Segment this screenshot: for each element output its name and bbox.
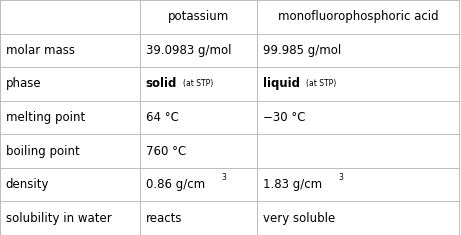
Text: (at STP): (at STP) [183,79,213,88]
Text: density: density [6,178,49,191]
Text: 1.83 g/cm: 1.83 g/cm [263,178,322,191]
Text: 3: 3 [222,173,226,182]
Text: boiling point: boiling point [6,145,79,158]
Text: (at STP): (at STP) [306,79,336,88]
Text: very soluble: very soluble [263,212,335,225]
Text: reacts: reacts [146,212,182,225]
Text: solubility in water: solubility in water [6,212,111,225]
Text: 0.86 g/cm: 0.86 g/cm [146,178,205,191]
Text: 99.985 g/mol: 99.985 g/mol [263,44,341,57]
Text: −30 °C: −30 °C [263,111,305,124]
Text: potassium: potassium [168,10,229,23]
Text: monofluorophosphoric acid: monofluorophosphoric acid [278,10,438,23]
Text: phase: phase [6,77,41,90]
Text: 3: 3 [339,173,343,182]
Text: 39.0983 g/mol: 39.0983 g/mol [146,44,231,57]
Text: melting point: melting point [6,111,85,124]
Text: 760 °C: 760 °C [146,145,186,158]
Text: 64 °C: 64 °C [146,111,178,124]
Text: molar mass: molar mass [6,44,75,57]
Text: liquid: liquid [263,77,300,90]
Text: solid: solid [146,77,177,90]
